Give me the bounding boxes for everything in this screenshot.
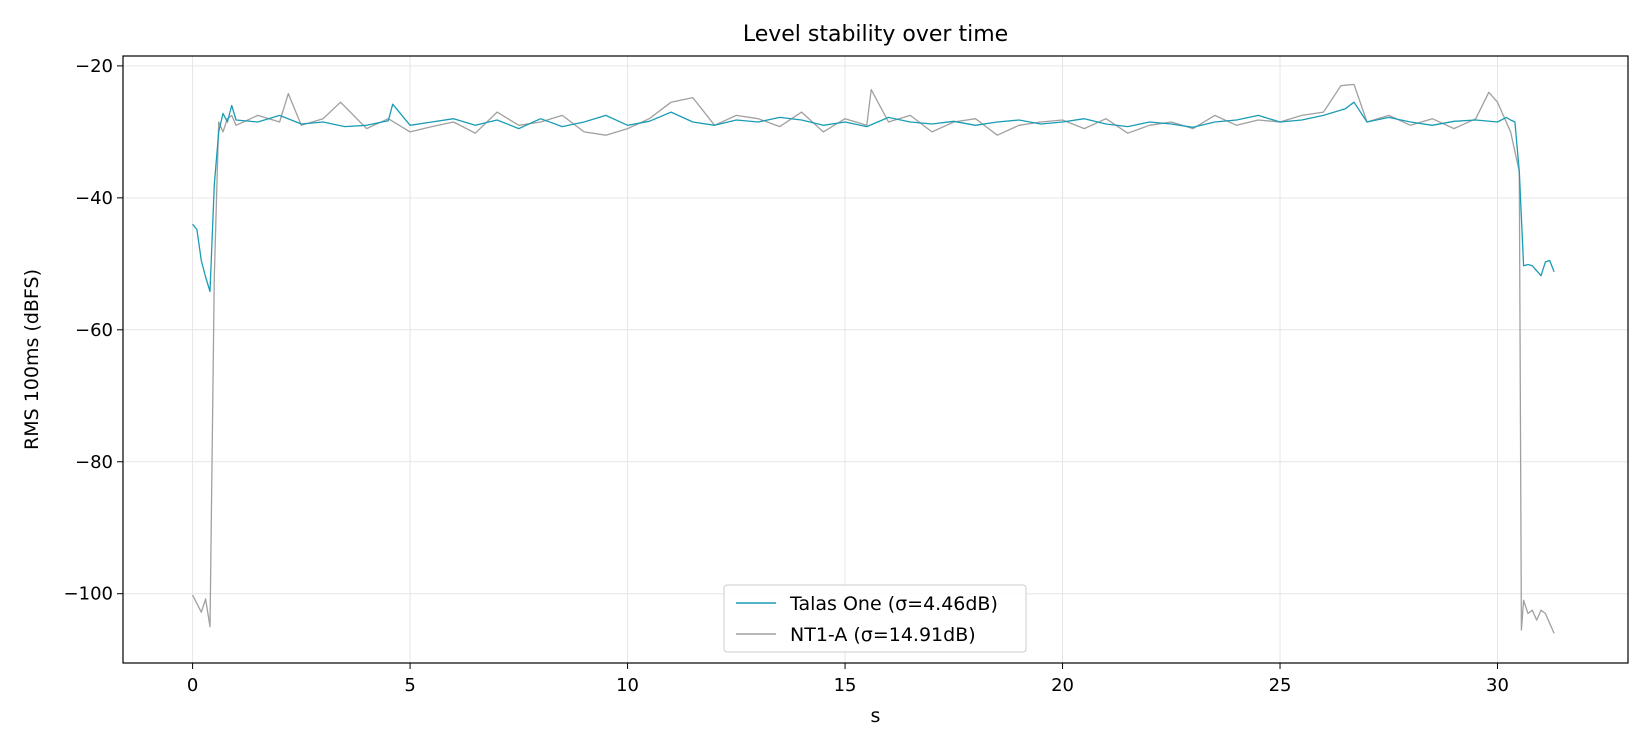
y-tick-label: −80: [75, 452, 113, 473]
series-layer: [192, 83, 1555, 634]
grid: [123, 56, 1628, 663]
x-axis-label: s: [871, 705, 881, 727]
x-tick-label: 30: [1486, 675, 1509, 696]
y-tick-label: −20: [75, 56, 113, 77]
y-tick-label: −100: [64, 584, 113, 605]
y-tick-label: −40: [75, 188, 113, 209]
legend-label: Talas One (σ=4.46dB): [789, 593, 998, 615]
series-line: [192, 101, 1555, 293]
legend-box: [723, 584, 1027, 653]
x-tick-label: 0: [187, 675, 198, 696]
legend-label: NT1-A (σ=14.91dB): [790, 624, 976, 646]
x-tick-label: 20: [1051, 675, 1074, 696]
plot-frame: [122, 55, 1629, 664]
y-axis-label: RMS 100ms (dBFS): [21, 269, 43, 450]
x-tick-label: 5: [404, 675, 415, 696]
ticks: 0 5 10 15 20 25 30 −100 −80 −60 −40 −20: [64, 56, 1509, 696]
x-tick-label: 15: [834, 675, 857, 696]
chart-title: Level stability over time: [743, 22, 1008, 47]
y-tick-label: −60: [75, 320, 113, 341]
series-line: [192, 83, 1555, 634]
x-tick-label: 10: [616, 675, 639, 696]
x-tick-label: 25: [1269, 675, 1292, 696]
legend: Talas One (σ=4.46dB) NT1-A (σ=14.91dB): [723, 584, 1027, 653]
